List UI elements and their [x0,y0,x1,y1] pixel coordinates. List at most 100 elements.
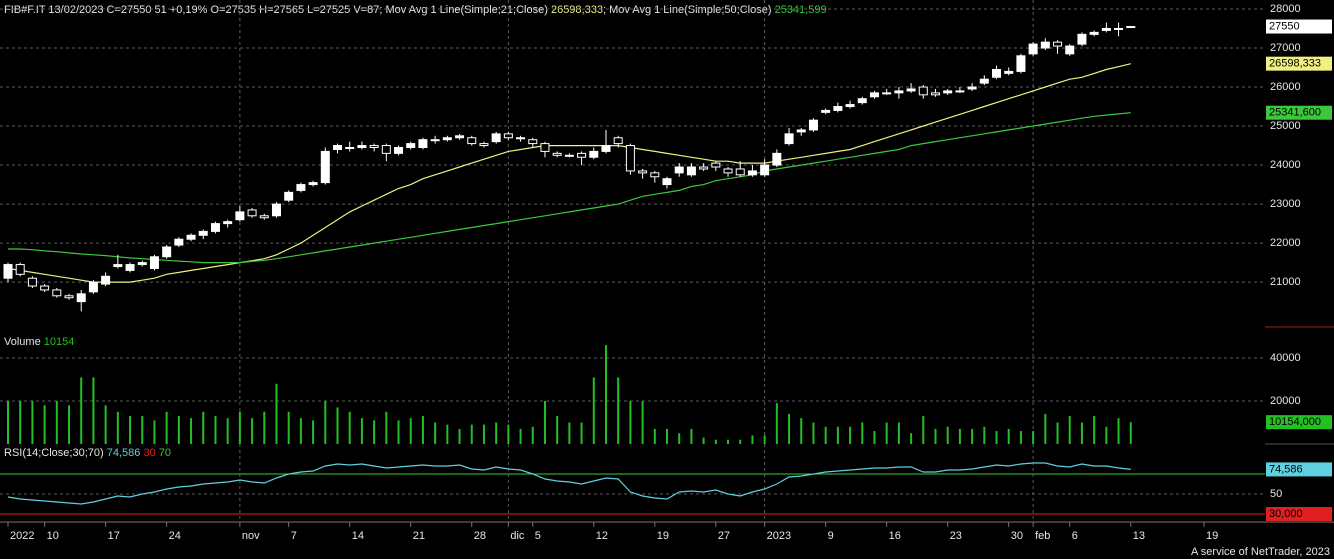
volume-bar [238,411,241,444]
rsi-legend: RSI(14;Close;30;70) 74,586 30 70 [4,447,171,459]
candle-body [491,133,501,143]
y-tick-label: 26000 [1270,81,1301,93]
candle-body [516,137,526,140]
volume-bar [360,418,363,444]
x-tick-label: 16 [889,530,901,542]
candle-body [125,264,135,271]
volume-bar [897,422,900,444]
y-tick-label: 25000 [1270,120,1301,132]
volume-bar [1032,431,1035,444]
volume-bar [983,426,986,444]
volume-bar [592,377,595,444]
volume-bar [678,433,681,444]
candle-body [430,139,440,142]
x-tick-label: 13 [1133,530,1145,542]
candle-body [284,191,294,201]
candle-body [699,166,709,170]
candle-body [296,184,306,191]
candle-body [918,86,928,96]
candle-body [796,129,806,133]
candle-body [210,223,220,232]
x-tick-label: 2022 [10,530,34,542]
volume-bar [116,411,119,444]
volume-bar [641,400,644,444]
value-box-label: 26598,333 [1269,58,1321,70]
volume-bar [68,405,71,444]
volume-bar [275,383,278,444]
candle-body [967,86,977,90]
volume-bar [800,418,803,444]
candle-body [467,137,477,145]
volume-bar [556,416,559,444]
value-box-label: 10154,000 [1269,416,1321,428]
candle-body [577,152,587,158]
volume-bar [409,418,412,444]
y-tick-label: 23000 [1270,198,1301,210]
candle-body [528,139,538,145]
y-tick-label: 24000 [1270,159,1301,171]
candle-body [88,281,98,293]
volume-bar [922,416,925,444]
candle-body [186,234,196,240]
y-tick-label: 40000 [1270,352,1301,364]
volume-bar [31,400,34,444]
volume-bar [739,439,742,444]
x-tick-label: 10 [47,530,59,542]
x-tick-label: 9 [828,530,834,542]
volume-bar [153,420,156,444]
candle-body [1077,33,1087,45]
volume-bar [873,431,876,444]
candle-body [601,145,611,152]
volume-bar [446,424,449,444]
volume-bar [1019,431,1022,444]
volume-bar [946,426,949,444]
candle-body [455,135,465,139]
volume-bar [885,422,888,444]
volume-bar [263,411,266,444]
x-tick-label: 12 [596,530,608,542]
value-box-label: 25341,600 [1269,107,1321,119]
candle-body [992,68,1002,78]
footer: A service of NetTrader, 2023 [1191,546,1330,558]
candle-body [503,133,513,139]
candle-body [772,152,782,166]
candle-body [686,166,696,176]
candle-body [223,221,233,225]
x-tick-label: 28 [474,530,486,542]
candle-body [271,203,281,217]
candle-body [406,143,416,149]
x-tick-label: 6 [1072,530,1078,542]
candle-body [747,170,757,176]
candle-body [235,211,245,221]
candle-body [357,145,367,149]
volume-bar [1093,416,1096,444]
candle-body [723,168,733,174]
volume-bar [177,416,180,444]
volume-bar [519,428,522,444]
volume-bar [763,435,766,444]
volume-bar [92,377,95,444]
volume-bar [458,428,461,444]
candle-body [394,147,404,154]
candle-body [857,98,867,104]
volume-bar [80,377,83,444]
volume-bar [1007,428,1010,444]
legend-value: 74,586 [107,447,141,459]
candle-body [638,170,648,174]
value-box [1266,415,1332,430]
x-tick-label: 19 [657,530,669,542]
volume-bar [666,428,669,444]
candle-body [589,150,599,158]
candle-body [1126,26,1136,29]
candle-body [15,264,25,275]
volume-bar [312,420,315,444]
value-box-label: 27550 [1269,20,1300,32]
candle-body [540,143,550,152]
candle-body [308,182,318,186]
legend-name: Volume [4,336,41,348]
legend-value: 30 [143,447,155,459]
candle-body [76,293,86,303]
candle-body [808,119,818,131]
volume-bar [568,422,571,444]
candle-body [1028,43,1038,55]
